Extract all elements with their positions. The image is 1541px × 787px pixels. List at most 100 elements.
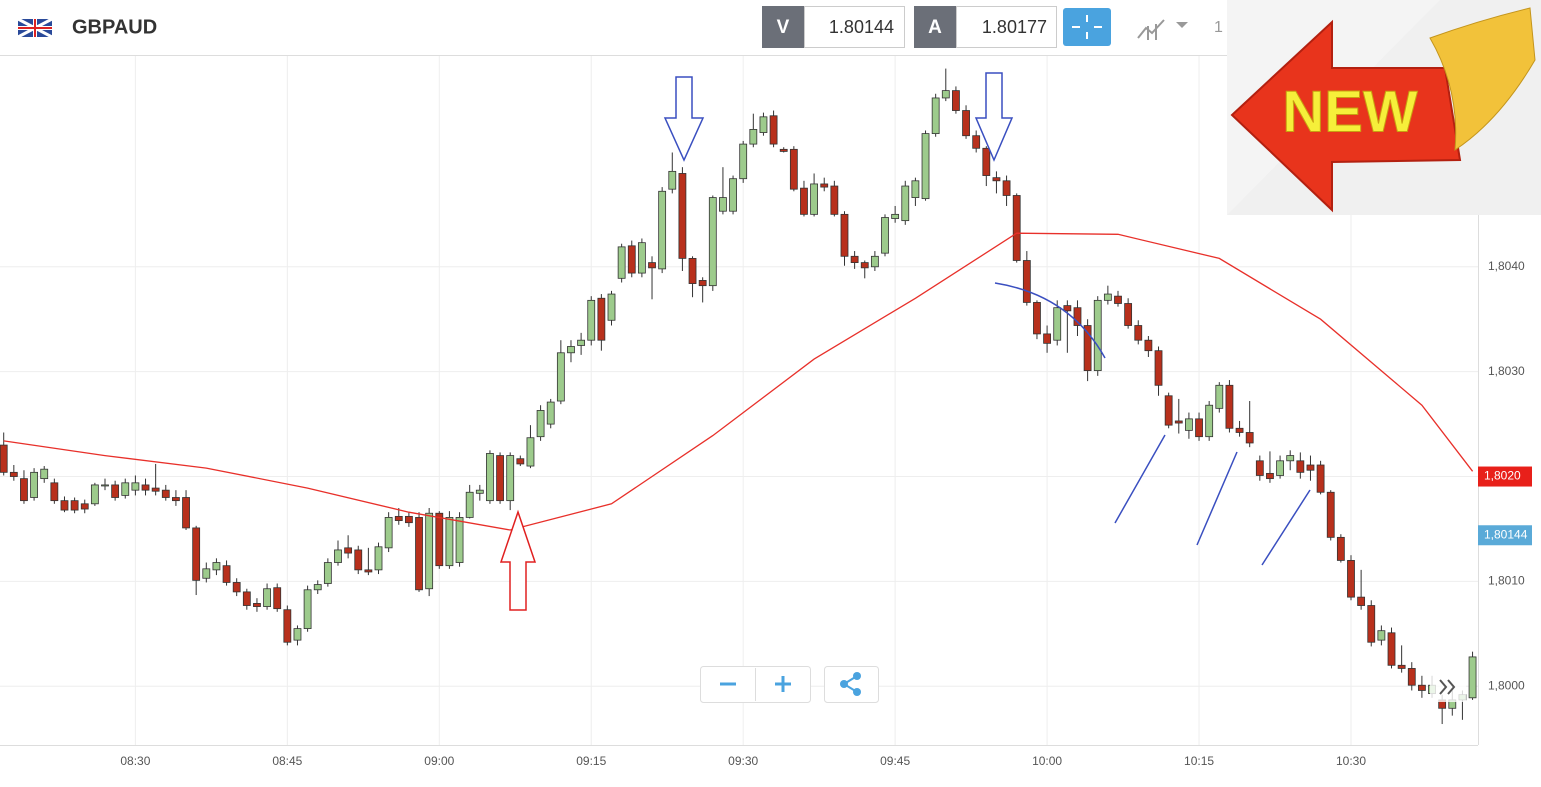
scroll-button[interactable] <box>1430 672 1466 702</box>
buy-label: A <box>928 17 942 38</box>
zoom-controls <box>700 666 1466 703</box>
candle-body <box>303 589 312 629</box>
candle-body <box>1144 339 1153 352</box>
candle-body <box>891 213 900 219</box>
candle-body <box>1407 668 1416 686</box>
candle-body <box>111 484 120 498</box>
y-tick-label: 1,8030 <box>1488 364 1525 378</box>
sell-box[interactable] <box>804 6 905 48</box>
candle-body <box>1114 295 1122 304</box>
candle-body <box>870 255 879 268</box>
candle-body <box>1316 464 1325 493</box>
badge-curl <box>1429 7 1536 151</box>
candle-body <box>1174 420 1183 424</box>
candle-body <box>648 262 656 269</box>
candle-body <box>637 242 646 274</box>
candle-body <box>617 246 626 279</box>
candle-body <box>1124 303 1133 326</box>
candle-body <box>30 471 38 498</box>
candle-body <box>425 512 434 590</box>
candle-body <box>962 110 970 137</box>
candle-body <box>20 478 28 502</box>
candle-body <box>1306 464 1315 471</box>
candle-body <box>830 185 839 215</box>
symbol: GBPAUD <box>72 16 157 38</box>
candle-body <box>90 484 99 505</box>
share-box <box>824 666 879 703</box>
candle-body <box>992 177 1001 182</box>
x-tick-label: 10:00 <box>1032 754 1062 768</box>
candle-body <box>1225 384 1234 429</box>
candle-body <box>1255 460 1264 476</box>
candle-body <box>222 565 231 583</box>
y-tick-label: 1,8000 <box>1488 678 1525 692</box>
candle-body <box>1418 684 1426 691</box>
down-arrow <box>663 76 705 162</box>
moving-average <box>3 232 1474 531</box>
candle-body <box>70 500 79 511</box>
down-arrow <box>974 72 1014 162</box>
zoom-in[interactable] <box>775 676 791 692</box>
share-icon[interactable] <box>840 672 861 696</box>
candle-body <box>546 401 555 425</box>
candle-body <box>1235 427 1244 433</box>
candle-body <box>465 491 474 518</box>
candle-body <box>384 517 393 549</box>
x-tick-label: 10:30 <box>1336 754 1366 768</box>
candle-body <box>50 482 59 502</box>
buy-box[interactable] <box>956 6 1057 48</box>
candle-body <box>688 258 697 284</box>
chart-type-icon[interactable] <box>1137 19 1165 40</box>
candle-body <box>1286 455 1295 462</box>
candle-body <box>253 603 261 607</box>
candle-body <box>364 569 373 573</box>
trend-lines <box>1114 434 1311 566</box>
candle-body <box>536 410 545 438</box>
candle-body <box>1387 632 1396 666</box>
y-tick-label: 1,8010 <box>1488 574 1525 588</box>
candle-body <box>496 455 504 502</box>
price-label: 1,80144 <box>1484 527 1528 541</box>
candle-body <box>719 197 727 212</box>
candle-body <box>698 280 707 287</box>
candle-body <box>607 293 616 321</box>
candle-body <box>678 173 687 259</box>
candle-body <box>1053 307 1062 341</box>
sell-button[interactable] <box>762 6 804 48</box>
candle-body <box>881 217 889 254</box>
dropdown-caret[interactable] <box>1176 22 1188 28</box>
candle-body <box>344 547 353 554</box>
partial-control: 1 <box>1214 19 1223 36</box>
candle-body <box>212 562 221 571</box>
up-arrow <box>499 509 537 611</box>
candle-body <box>749 129 758 145</box>
buy-button[interactable] <box>914 6 956 48</box>
candle-body <box>850 255 859 263</box>
candle-body <box>1336 536 1345 561</box>
candle-body <box>435 512 444 567</box>
candle-body <box>80 503 89 510</box>
sell-label: V <box>777 17 790 38</box>
candle-body <box>597 297 606 341</box>
candle-body <box>952 90 960 111</box>
candle-body <box>1103 293 1112 301</box>
candle-body <box>567 346 575 354</box>
candle-body <box>60 500 69 511</box>
new-badge: NEW <box>1227 0 1541 215</box>
candle-body <box>516 458 525 465</box>
flag <box>17 17 53 39</box>
price-label-box <box>1478 525 1532 546</box>
axes: 1,8000 1,8010 1,8020 1,8030 1,8040 08:30 08:45… <box>120 259 1532 768</box>
badge-text: NEW <box>1282 79 1418 144</box>
candle-body <box>1164 395 1173 426</box>
candle-body <box>323 562 332 584</box>
candle-body <box>263 588 271 607</box>
candle-body <box>202 568 211 579</box>
candle-body <box>658 190 667 270</box>
candle-body <box>283 609 292 643</box>
candle-body <box>394 515 403 521</box>
candle-body <box>415 517 423 591</box>
candle-body <box>911 180 920 198</box>
candle-body <box>931 97 940 135</box>
crosshair-button[interactable] <box>1063 8 1111 46</box>
